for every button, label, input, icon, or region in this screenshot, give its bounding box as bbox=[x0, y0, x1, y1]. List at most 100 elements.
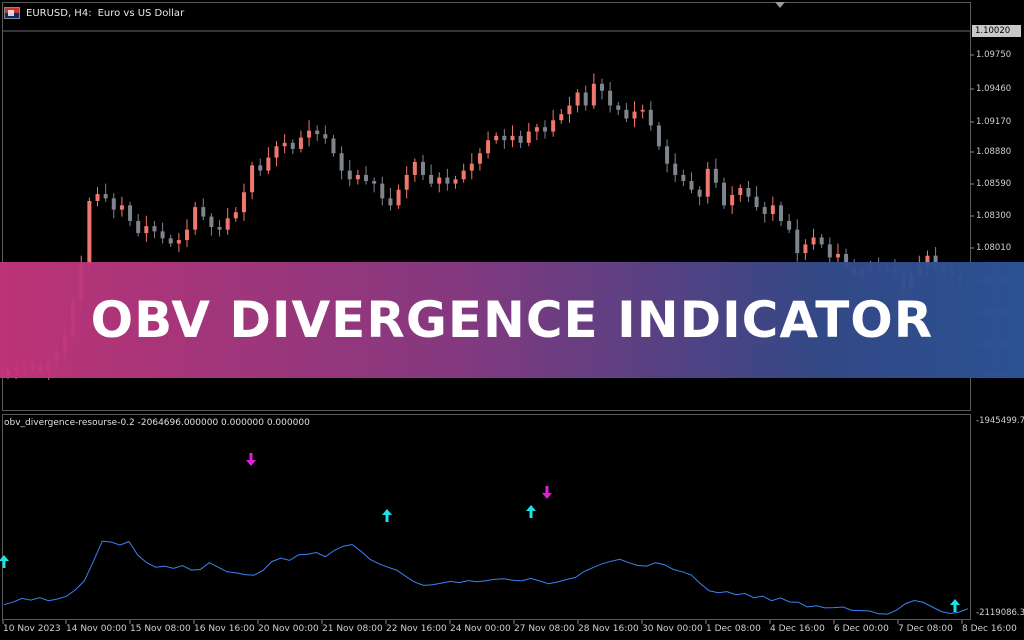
candle-body bbox=[250, 165, 255, 193]
bearish-divergence-arrow-icon bbox=[542, 486, 552, 499]
candle-body bbox=[486, 140, 491, 154]
candle-body bbox=[746, 187, 751, 197]
price-label: 1.09750 bbox=[976, 50, 1012, 60]
candle-body bbox=[559, 114, 564, 121]
obv-series-line bbox=[3, 540, 969, 615]
price-label: 1.09460 bbox=[976, 84, 1012, 94]
banner-title: OBV DIVERGENCE INDICATOR bbox=[90, 291, 934, 349]
candle-body bbox=[827, 244, 832, 258]
candle-body bbox=[282, 142, 287, 147]
indicator-label: obv_divergence-resourse-0.2 -2064696.000… bbox=[4, 418, 310, 428]
price-label: 1.08010 bbox=[976, 243, 1012, 253]
bullish-divergence-arrow-icon bbox=[950, 599, 960, 612]
candle-body bbox=[689, 181, 694, 190]
time-label: 7 Dec 08:00 bbox=[898, 624, 953, 634]
candle-body bbox=[608, 90, 613, 106]
candle-body bbox=[730, 194, 735, 206]
candle-body bbox=[591, 83, 596, 106]
obv-line bbox=[3, 540, 969, 615]
symbol-bar: EURUSD, H4: Euro vs US Dollar bbox=[4, 6, 184, 20]
candle-body bbox=[697, 189, 702, 197]
candle-body bbox=[624, 109, 629, 119]
candle-body bbox=[298, 137, 303, 149]
candle-body bbox=[201, 207, 206, 217]
candle-body bbox=[388, 198, 393, 206]
candle-body bbox=[762, 207, 767, 215]
candle-body bbox=[656, 125, 661, 147]
candle-body bbox=[95, 194, 100, 201]
candle-body bbox=[258, 165, 263, 171]
candle-body bbox=[355, 174, 360, 180]
candle-body bbox=[290, 142, 295, 149]
candle-body bbox=[713, 168, 718, 183]
time-label: 24 Nov 00:00 bbox=[450, 624, 511, 634]
candle-body bbox=[844, 253, 849, 268]
price-label: 1.08590 bbox=[976, 179, 1012, 189]
candle-body bbox=[835, 253, 840, 258]
candle-body bbox=[543, 127, 548, 132]
candle-body bbox=[372, 181, 377, 184]
candle-body bbox=[128, 205, 133, 221]
candle-body bbox=[429, 174, 434, 184]
candle-body bbox=[274, 146, 279, 158]
current-price-tag: 1.10020 bbox=[972, 25, 1021, 37]
candle-body bbox=[225, 218, 230, 230]
candle-body bbox=[567, 105, 572, 115]
candle-body bbox=[380, 183, 385, 199]
candle-body bbox=[339, 153, 344, 171]
candle-body bbox=[307, 130, 312, 138]
candle-body bbox=[811, 237, 816, 245]
candle-body bbox=[217, 227, 222, 230]
candle-body bbox=[315, 130, 320, 135]
candle-body bbox=[461, 170, 466, 180]
candle-body bbox=[673, 163, 678, 175]
indicator-scale-top: -1945499.70 bbox=[976, 416, 1024, 426]
candle-body bbox=[437, 177, 442, 184]
price-panel-frame bbox=[2, 2, 971, 411]
symbol-name: EURUSD, H4: bbox=[26, 7, 92, 19]
candle-body bbox=[925, 255, 930, 267]
time-label: 6 Dec 00:00 bbox=[834, 624, 889, 634]
candle-body bbox=[185, 229, 190, 241]
candle-body bbox=[738, 187, 743, 195]
candle-body bbox=[119, 205, 124, 210]
candle-body bbox=[241, 192, 246, 213]
time-label: 1 Dec 08:00 bbox=[706, 624, 761, 634]
time-label: 30 Nov 00:00 bbox=[642, 624, 703, 634]
candle-body bbox=[518, 135, 523, 143]
candle-body bbox=[144, 226, 149, 234]
candle-body bbox=[787, 220, 792, 230]
candle-body bbox=[510, 135, 515, 141]
candle-body bbox=[705, 168, 710, 197]
time-label: 10 Nov 2023 bbox=[3, 624, 61, 634]
price-label: 1.08880 bbox=[976, 147, 1012, 157]
candle-body bbox=[665, 146, 670, 164]
candle-body bbox=[193, 207, 198, 230]
candle-body bbox=[933, 255, 938, 267]
candle-body bbox=[331, 138, 336, 154]
candle-body bbox=[681, 174, 686, 182]
candle-body bbox=[404, 174, 409, 190]
candle-body bbox=[176, 240, 181, 244]
eu-us-flag-icon bbox=[4, 7, 20, 19]
candle-body bbox=[477, 153, 482, 164]
candle-body bbox=[168, 238, 173, 244]
time-label: 28 Nov 16:00 bbox=[578, 624, 639, 634]
candle-body bbox=[494, 135, 499, 141]
candle-body bbox=[87, 200, 92, 265]
bullish-divergence-arrow-icon bbox=[0, 555, 9, 568]
candle-body bbox=[412, 161, 417, 175]
bearish-divergence-arrow-icon bbox=[246, 453, 256, 466]
time-label: 27 Nov 08:00 bbox=[514, 624, 575, 634]
candle-body bbox=[640, 109, 645, 112]
time-label: 21 Nov 08:00 bbox=[322, 624, 383, 634]
price-label: 1.08300 bbox=[976, 211, 1012, 221]
candle-body bbox=[136, 220, 141, 234]
candle-body bbox=[103, 194, 108, 199]
candle-body bbox=[648, 109, 653, 126]
time-label: 14 Nov 00:00 bbox=[66, 624, 127, 634]
symbol-description: Euro vs US Dollar bbox=[97, 7, 185, 19]
indicator-scale-bottom: -2119086.30 bbox=[976, 608, 1024, 618]
time-label: 22 Nov 16:00 bbox=[386, 624, 447, 634]
candle-body bbox=[347, 170, 352, 180]
